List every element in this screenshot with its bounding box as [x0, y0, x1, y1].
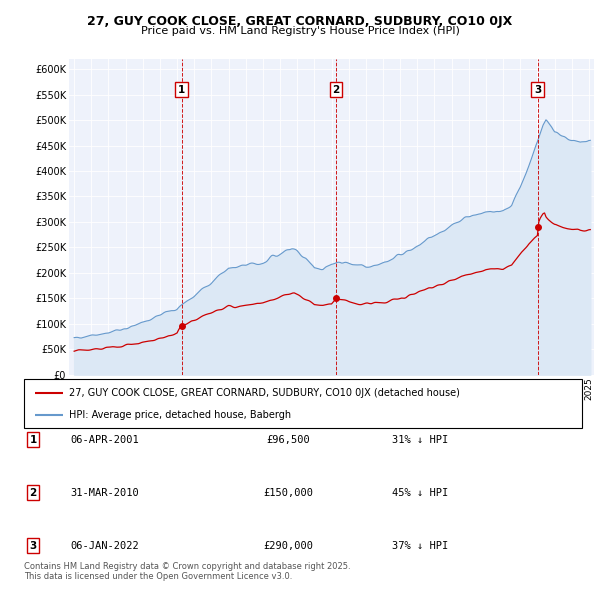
Text: 3: 3 [534, 84, 541, 94]
Text: £290,000: £290,000 [263, 541, 313, 550]
Text: 06-APR-2001: 06-APR-2001 [71, 435, 139, 444]
Text: £150,000: £150,000 [263, 488, 313, 497]
Text: HPI: Average price, detached house, Babergh: HPI: Average price, detached house, Babe… [68, 410, 291, 420]
Text: 31-MAR-2010: 31-MAR-2010 [71, 488, 139, 497]
Text: 45% ↓ HPI: 45% ↓ HPI [392, 488, 448, 497]
FancyBboxPatch shape [24, 379, 582, 428]
Text: 1: 1 [178, 84, 185, 94]
Text: 2: 2 [332, 84, 340, 94]
Text: Contains HM Land Registry data © Crown copyright and database right 2025.
This d: Contains HM Land Registry data © Crown c… [24, 562, 350, 581]
Text: 27, GUY COOK CLOSE, GREAT CORNARD, SUDBURY, CO10 0JX (detached house): 27, GUY COOK CLOSE, GREAT CORNARD, SUDBU… [68, 388, 460, 398]
Text: 37% ↓ HPI: 37% ↓ HPI [392, 541, 448, 550]
Text: £96,500: £96,500 [266, 435, 310, 444]
Text: 06-JAN-2022: 06-JAN-2022 [71, 541, 139, 550]
Text: 1: 1 [29, 435, 37, 444]
Text: 2: 2 [29, 488, 37, 497]
Text: 27, GUY COOK CLOSE, GREAT CORNARD, SUDBURY, CO10 0JX: 27, GUY COOK CLOSE, GREAT CORNARD, SUDBU… [88, 15, 512, 28]
Text: Price paid vs. HM Land Registry's House Price Index (HPI): Price paid vs. HM Land Registry's House … [140, 26, 460, 36]
Text: 3: 3 [29, 541, 37, 550]
Text: 31% ↓ HPI: 31% ↓ HPI [392, 435, 448, 444]
